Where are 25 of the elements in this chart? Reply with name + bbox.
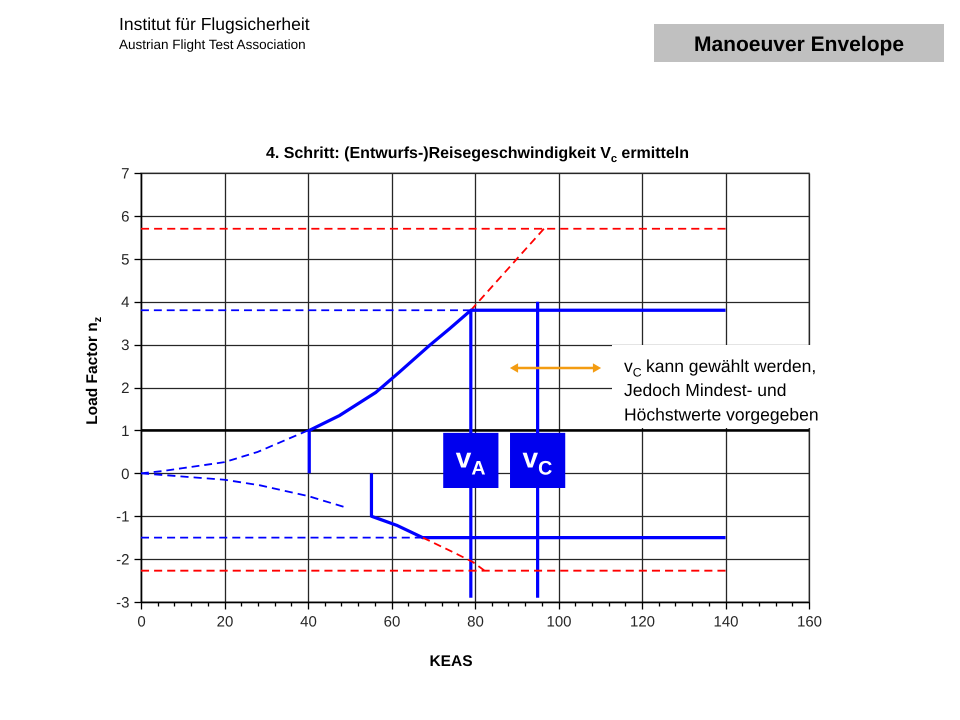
y-tick-label: 4 xyxy=(121,294,130,312)
x-tick-label: 140 xyxy=(713,614,739,630)
y-tick-label: 5 xyxy=(121,251,130,268)
y-tick-label: -1 xyxy=(116,508,130,526)
y-tick-label: 1 xyxy=(121,422,130,440)
y-tick-label: -2 xyxy=(116,552,130,569)
x-tick-label: 60 xyxy=(384,614,400,630)
x-tick-label: 0 xyxy=(137,614,146,630)
y-tick-label: 7 xyxy=(121,166,130,182)
x-tick-label: 20 xyxy=(216,614,234,630)
y-tick-label: 3 xyxy=(121,337,130,354)
y-axis-title: Load Factor nz xyxy=(84,316,104,425)
x-tick-label: 80 xyxy=(467,614,484,630)
x-tick-label: 40 xyxy=(300,614,317,630)
y-tick-label: -3 xyxy=(116,594,130,612)
x-tick-label: 100 xyxy=(546,614,572,630)
text: Austrian Flight Test Association xyxy=(119,37,306,52)
y-tick-label: 6 xyxy=(121,208,130,226)
text: Manoeuver Envelope xyxy=(694,33,904,56)
y-tick-label: 0 xyxy=(121,466,130,483)
text: Institut für Flugsicherheit xyxy=(119,14,310,34)
y-tick-label: 2 xyxy=(121,380,130,397)
x-tick-label: 120 xyxy=(630,614,656,630)
x-tick-label: 160 xyxy=(796,614,822,630)
x-axis-title: KEAS xyxy=(429,653,473,670)
